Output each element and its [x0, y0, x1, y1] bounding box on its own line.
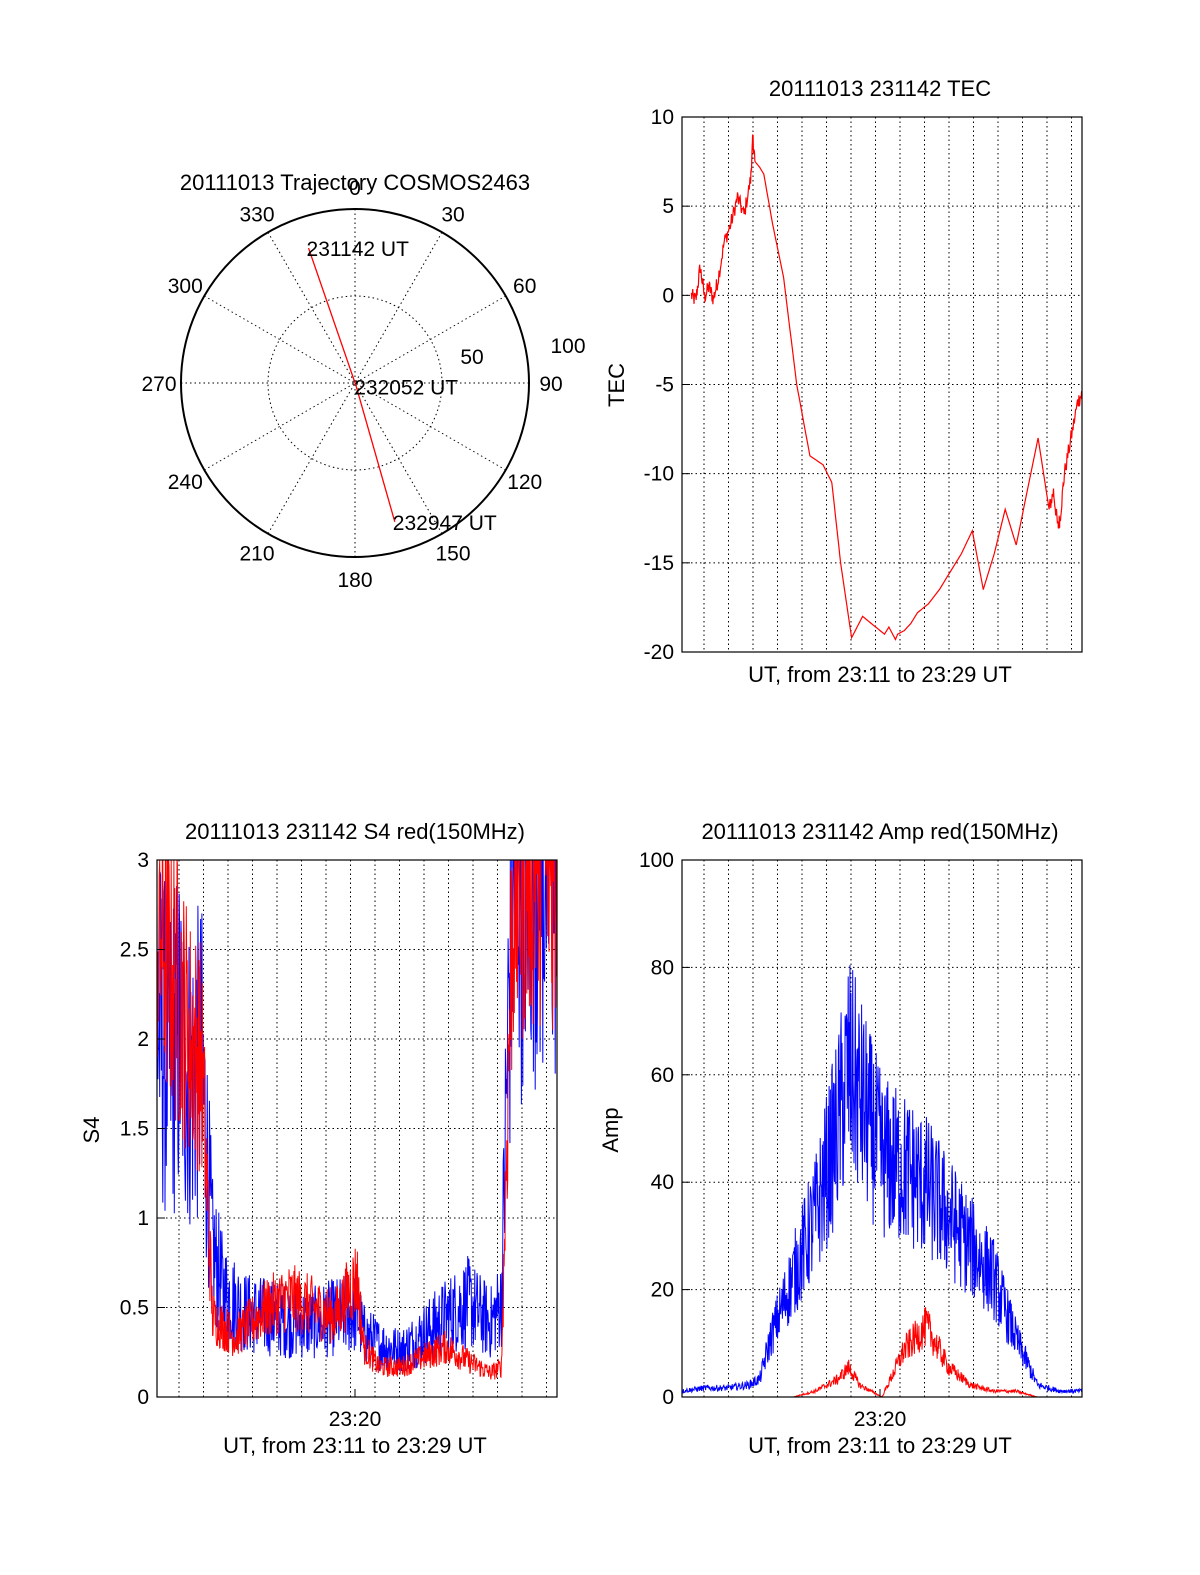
s4-ytick-0: 0 — [137, 1386, 149, 1409]
amp-ytick-40: 40 — [651, 1171, 674, 1194]
s4-grid — [157, 860, 557, 1397]
s4-y-label: S4 — [79, 1117, 104, 1144]
s4-series-1 — [156, 859, 558, 1380]
s4-ytick-0.5: 0.5 — [120, 1297, 149, 1320]
tec-y-label: TEC — [604, 363, 629, 407]
polar-track-label-0: 231142 UT — [307, 238, 410, 261]
amp-grid — [682, 860, 1082, 1397]
s4-ytick-2: 2 — [137, 1028, 149, 1051]
s4-title: 20111013 231142 S4 red(150MHz) — [185, 819, 525, 844]
polar-track-label-1: 232052 UT — [354, 376, 458, 399]
amp-x-label: UT, from 23:11 to 23:29 UT — [748, 1433, 1012, 1458]
tec-ytick--20: -20 — [644, 641, 674, 664]
amp-ytick-0: 0 — [662, 1386, 674, 1409]
polar-angle-labels: 0 30 60 90 120 150 180 210 240 270 300 330 — [141, 177, 562, 592]
polar-angle-label-270: 270 — [141, 373, 176, 396]
amp-ytick-20: 20 — [651, 1279, 674, 1302]
polar-angle-label-210: 210 — [239, 543, 274, 566]
tec-series-line — [690, 134, 1083, 641]
amp-y-label: Amp — [598, 1107, 623, 1152]
s4-panel: 20111013 231142 S4 red(150MHz) 3 2.5 2 1.5 1… — [79, 819, 558, 1458]
polar-track: 231142 UT 232052 UT 232947 UT — [307, 238, 497, 535]
polar-angle-label-240: 240 — [168, 471, 203, 494]
amp-frame — [681, 859, 1083, 1398]
polar-angle-label-150: 150 — [435, 543, 470, 566]
amp-series-0 — [681, 964, 1083, 1395]
s4-y-ticks: 3 2.5 2 1.5 1 0.5 0 — [120, 849, 356, 1409]
tec-ytick--5: -5 — [655, 374, 674, 397]
polar-track-line — [307, 247, 396, 523]
amp-y-ticks: 100 80 60 40 20 0 — [639, 849, 881, 1409]
tec-ytick-5: 5 — [662, 195, 674, 218]
amp-ytick-100: 100 — [639, 849, 674, 872]
tec-ytick-0: 0 — [662, 284, 674, 307]
polar-grid — [181, 209, 529, 557]
tec-series — [690, 134, 1083, 641]
tec-x-label: UT, from 23:11 to 23:29 UT — [748, 662, 1012, 687]
polar-radial-label-50: 50 — [460, 346, 483, 369]
polar-angle-label-300: 300 — [168, 275, 203, 298]
polar-angle-label-120: 120 — [507, 471, 542, 494]
polar-radial-label-100: 100 — [550, 335, 585, 358]
tec-ytick--10: -10 — [644, 463, 674, 486]
amp-ytick-80: 80 — [651, 956, 674, 979]
polar-angle-label-180: 180 — [337, 569, 372, 592]
amp-title: 20111013 231142 Amp red(150MHz) — [701, 819, 1058, 844]
polar-outer-circle — [180, 208, 530, 558]
tec-ytick--15: -15 — [644, 552, 674, 575]
s4-ytick-1.5: 1.5 — [120, 1118, 149, 1141]
s4-ytick-2.5: 2.5 — [120, 939, 149, 962]
polar-angle-label-30: 30 — [441, 203, 464, 226]
amp-panel: 20111013 231142 Amp red(150MHz) 100 80 60 4… — [598, 819, 1083, 1458]
amp-x-tick-label: 23:20 — [854, 1408, 907, 1431]
polar-angle-label-60: 60 — [513, 275, 536, 298]
tec-grid — [682, 117, 1082, 652]
tec-y-ticks: 10 5 0 -5 -10 -15 -20 — [644, 106, 690, 664]
s4-x-tick-label: 23:20 — [329, 1408, 382, 1431]
s4-x-label: UT, from 23:11 to 23:29 UT — [223, 1433, 487, 1458]
polar-angle-label-90: 90 — [539, 373, 562, 396]
s4-ytick-1: 1 — [137, 1207, 149, 1230]
s4-ytick-3: 3 — [137, 849, 149, 872]
amp-ytick-60: 60 — [651, 1064, 674, 1087]
polar-trajectory-panel: 20111013 Trajectory COSMOS2463 0 30 60 90 12… — [141, 170, 585, 592]
polar-track-label-2: 232947 UT — [393, 512, 497, 535]
polar-angle-label-0: 0 — [349, 177, 361, 200]
polar-angle-label-330: 330 — [239, 203, 274, 226]
polar-title: 20111013 Trajectory COSMOS2463 — [180, 170, 530, 195]
s4-series — [156, 859, 558, 1380]
tec-ytick-10: 10 — [651, 106, 674, 129]
tec-title: 20111013 231142 TEC — [769, 76, 991, 101]
